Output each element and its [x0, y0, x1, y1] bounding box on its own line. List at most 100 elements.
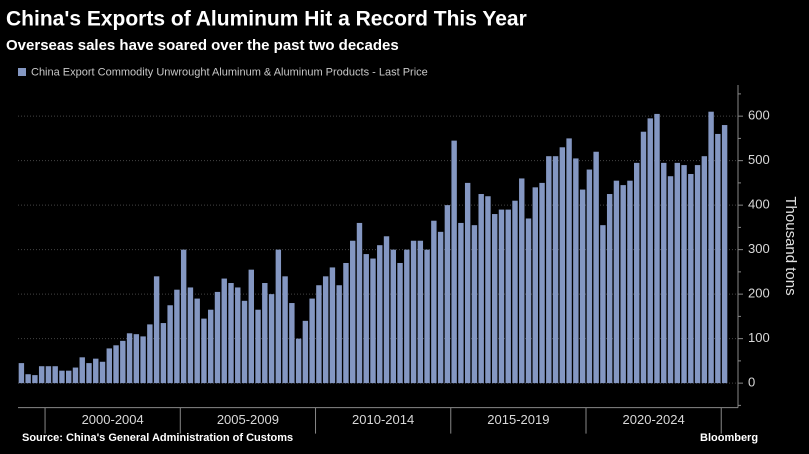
bar: [363, 254, 369, 384]
bar: [451, 140, 457, 384]
bar: [194, 298, 200, 384]
x-period-label: 2015-2019: [487, 412, 549, 427]
bar: [336, 285, 342, 384]
bar: [302, 320, 309, 384]
brand: Bloomberg: [700, 432, 758, 444]
bar: [505, 209, 511, 384]
bar: [404, 249, 410, 384]
bar: [573, 158, 579, 384]
x-period-label: 2010-2014: [352, 412, 414, 427]
bar: [647, 118, 653, 384]
bar: [275, 249, 282, 384]
bar: [180, 249, 187, 384]
bar: [214, 291, 221, 384]
bar: [309, 298, 315, 384]
bar: [32, 375, 38, 384]
bar: [316, 285, 322, 384]
bar: [593, 151, 599, 384]
bar: [566, 138, 572, 384]
bar: [464, 182, 471, 384]
bar: [532, 187, 538, 384]
bar: [458, 222, 464, 384]
bar: [72, 367, 79, 384]
bar: [498, 209, 505, 384]
bar: [167, 305, 173, 384]
y-tick-label: 200: [748, 286, 770, 301]
bar: [512, 200, 518, 384]
y-tick-label: 600: [748, 108, 770, 123]
bar: [322, 276, 329, 384]
bar: [390, 249, 396, 384]
chart-subtitle: Overseas sales have soared over the past…: [6, 37, 399, 54]
bar: [431, 220, 437, 384]
bar: [471, 225, 478, 384]
bar: [667, 176, 674, 384]
x-period-label: 2005-2009: [217, 412, 279, 427]
bar: [289, 303, 295, 384]
bar: [113, 345, 119, 384]
bar: [255, 309, 261, 384]
bar: [708, 111, 714, 384]
bar: [613, 180, 620, 384]
bar: [661, 162, 667, 384]
bar: [417, 240, 424, 384]
bar: [187, 287, 194, 384]
bar: [397, 262, 403, 384]
bar: [133, 334, 140, 384]
bar: [235, 287, 241, 384]
y-tick-label: 400: [748, 197, 770, 212]
bar: [721, 125, 728, 384]
bar: [492, 214, 498, 384]
bar: [519, 178, 525, 384]
bar: [153, 276, 160, 384]
bar: [52, 366, 58, 384]
bar: [688, 173, 694, 384]
bar: [126, 333, 133, 384]
bar: [228, 283, 234, 384]
bar: [546, 156, 552, 384]
bar: [329, 267, 336, 384]
bar: [160, 323, 167, 384]
bar: [586, 169, 593, 384]
bar: [634, 162, 640, 384]
bar: [627, 180, 633, 384]
bar: [120, 340, 126, 384]
x-period-label: 2020-2024: [623, 412, 685, 427]
bar: [295, 338, 302, 384]
bar: [262, 283, 268, 384]
bar: [45, 366, 52, 384]
y-axis-title: Thousand tons: [782, 196, 799, 295]
bar: [356, 222, 363, 384]
bar: [248, 269, 254, 384]
bar: [25, 374, 31, 384]
bar: [424, 249, 430, 384]
bar: [86, 363, 92, 384]
bar: [485, 196, 491, 384]
bar: [59, 370, 65, 384]
bar: [79, 357, 85, 384]
bar: [410, 240, 417, 384]
y-tick-label: 0: [748, 375, 755, 390]
x-period-label: 2000-2004: [82, 412, 144, 427]
bar: [383, 236, 390, 384]
source: Source: China's General Administration o…: [22, 432, 293, 444]
bar: [444, 205, 451, 384]
bar: [93, 358, 99, 384]
bar: [701, 156, 708, 384]
bar: [674, 162, 680, 384]
bar: [99, 361, 106, 384]
bar: [343, 262, 349, 384]
bar: [350, 240, 356, 384]
bar: [66, 370, 72, 384]
legend-swatch: [18, 68, 26, 76]
bar: [147, 324, 153, 384]
bar: [552, 156, 559, 384]
bar: [370, 258, 376, 384]
bar: [681, 165, 687, 384]
bar: [525, 218, 532, 384]
bar: [654, 113, 660, 384]
bar: [18, 363, 25, 384]
bar: [221, 278, 227, 384]
bar: [606, 194, 613, 384]
bar: [174, 289, 180, 384]
